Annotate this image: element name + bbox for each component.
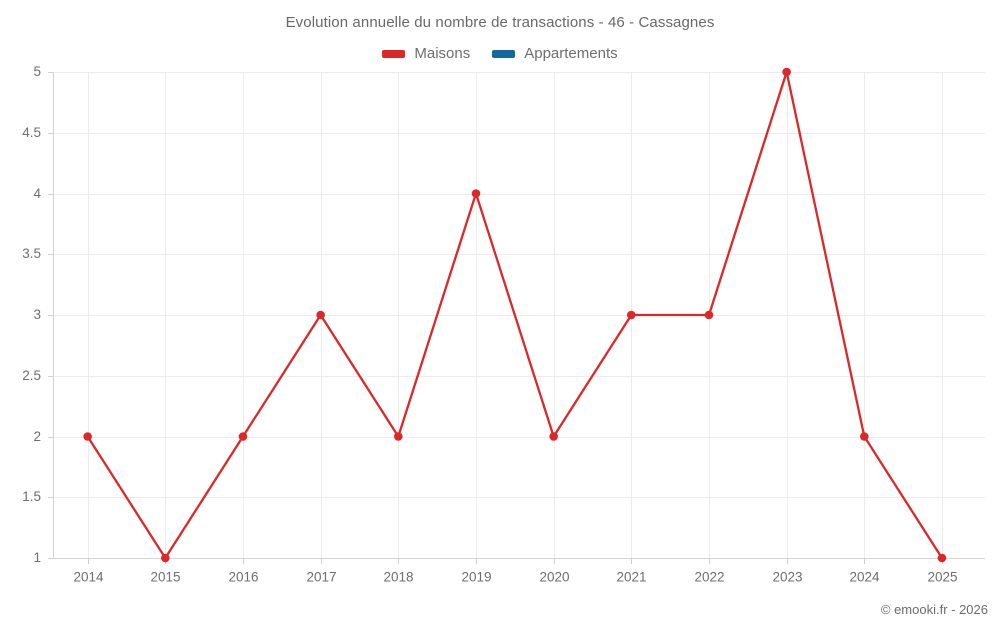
chart-legend: Maisons Appartements: [0, 45, 1000, 62]
x-axis-tick-label: 2024: [849, 570, 880, 585]
data-point-maisons[interactable]: [860, 432, 869, 441]
x-axis-tick-label: 2014: [73, 570, 104, 585]
axis-lines: [53, 72, 985, 559]
data-point-maisons[interactable]: [704, 310, 714, 320]
legend-item-appartements[interactable]: Appartements: [492, 45, 618, 62]
x-axis-tick-label: 2021: [616, 570, 646, 585]
y-axis-tick-label: 4.5: [22, 125, 41, 140]
legend-label-appartements: Appartements: [524, 45, 618, 62]
x-axis-tick-label: 2015: [150, 570, 180, 585]
data-point-maisons[interactable]: [316, 310, 325, 320]
y-axis-tick-label: 3.5: [22, 246, 41, 261]
footer-credit: © emooki.fr - 2026: [880, 602, 988, 617]
x-axis-ticks: 2014 2015 2016 2017 2018 2019 2020 2021 2022 2023…: [73, 558, 958, 585]
x-axis-tick-label: 2016: [228, 570, 258, 585]
x-axis-tick-label: 2020: [539, 570, 569, 585]
legend-swatch-maisons-icon: [382, 49, 406, 58]
data-point-maisons[interactable]: [627, 310, 636, 320]
y-axis-tick-label: 1.5: [22, 489, 41, 504]
gridlines: [53, 72, 985, 559]
data-point-maisons[interactable]: [394, 432, 403, 441]
legend-label-maisons: Maisons: [414, 45, 471, 62]
y-axis-tick-label: 1: [33, 550, 41, 565]
y-axis-tick-label: 2: [33, 429, 41, 444]
data-point-maisons[interactable]: [937, 553, 947, 563]
data-point-maisons[interactable]: [471, 189, 481, 198]
data-point-maisons[interactable]: [549, 432, 558, 441]
data-point-maisons[interactable]: [83, 432, 92, 441]
series-line-maisons: [86, 70, 944, 560]
data-point-maisons[interactable]: [782, 67, 791, 77]
y-axis-tick-label: 5: [33, 64, 41, 79]
chart-title: Evolution annuelle du nombre de transact…: [285, 14, 715, 31]
y-axis-tick-label: 3: [33, 307, 41, 322]
legend-item-maisons[interactable]: Maisons: [382, 45, 470, 62]
x-axis-tick-label: 2019: [461, 570, 491, 585]
x-axis-tick-label: 2023: [772, 570, 802, 585]
y-axis-tick-label: 2.5: [22, 368, 41, 383]
legend-swatch-appartements-icon: [492, 49, 516, 58]
y-axis-ticks: 1 1.5 2 2.5 3 3.5 4 4.5 5: [22, 64, 53, 565]
data-series: [83, 67, 947, 563]
data-point-maisons[interactable]: [161, 553, 170, 563]
x-axis-tick-label: 2025: [927, 570, 957, 585]
x-axis-tick-label: 2018: [383, 570, 413, 585]
x-axis-tick-label: 2017: [306, 570, 336, 585]
y-axis-tick-label: 4: [33, 186, 41, 201]
data-point-maisons[interactable]: [238, 432, 248, 441]
x-axis-tick-label: 2022: [694, 570, 724, 585]
